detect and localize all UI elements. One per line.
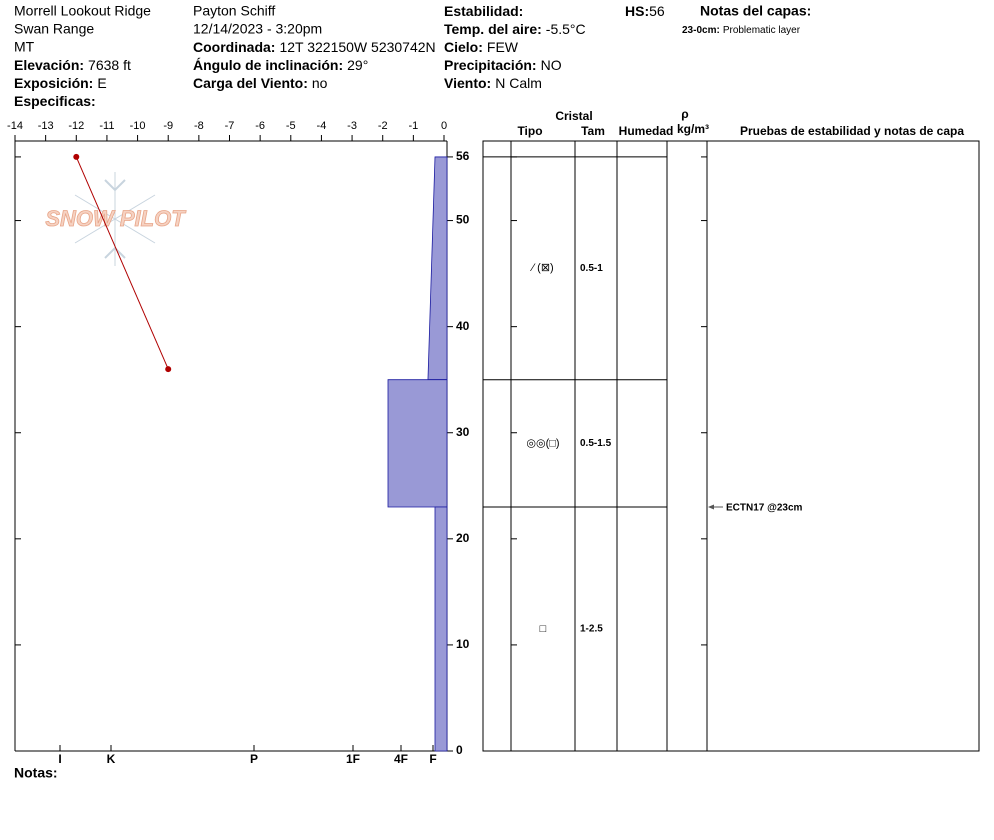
field-value: 7638 ft: [88, 57, 131, 73]
layer-notes-title: Notas del capas:: [700, 3, 811, 19]
table-frame: [482, 140, 980, 752]
field-label: Viento:: [444, 75, 491, 91]
state: MT: [14, 39, 35, 55]
field-label: Estabilidad:: [444, 3, 523, 19]
hardness-tick-label: I: [58, 752, 61, 766]
hardness-bar: [434, 506, 448, 752]
observer: Payton Schiff: [193, 3, 275, 19]
col-moisture: Humedad: [619, 124, 674, 138]
temperature-point: [165, 366, 172, 373]
y-tick-label: 56: [456, 149, 470, 163]
col-density: ρ: [681, 107, 688, 121]
header-field: Cielo: FEW: [444, 39, 519, 55]
x-tick-label: -9: [163, 120, 173, 132]
hardness-bar: [387, 379, 448, 508]
x-tick-label: -6: [255, 120, 265, 132]
grain-size: 0.5-1.5: [580, 438, 612, 449]
y-tick-label: 40: [456, 319, 470, 333]
hs: HS:56: [625, 3, 665, 19]
header-field: Precipitación: NO: [444, 57, 562, 73]
site: Morrell Lookout Ridge: [14, 3, 151, 19]
field-label: Especificas:: [14, 93, 96, 109]
header-field: Ángulo de inclinación: 29°: [193, 57, 368, 73]
hardness-tick-label: K: [107, 752, 116, 766]
hardness-tick-label: 4F: [394, 752, 408, 766]
range: Swan Range: [14, 21, 94, 37]
header-field: Especificas:: [14, 93, 96, 109]
grain-type: ⁄ (⊠): [529, 262, 553, 274]
x-tick-label: -8: [194, 120, 204, 132]
col-size: Tam: [581, 124, 605, 138]
layer-note-label: 23-0cm:: [682, 25, 720, 36]
x-tick-label: -4: [317, 120, 327, 132]
field-label: Coordinada:: [193, 39, 275, 55]
header-field: Exposición: E: [14, 75, 107, 91]
x-tick-label: 0: [441, 120, 447, 132]
col-crystal: Cristal: [555, 109, 592, 123]
field-label: Precipitación:: [444, 57, 537, 73]
col-tests: Pruebas de estabilidad y notas de capa: [740, 124, 964, 138]
test-arrowhead: [708, 504, 714, 510]
field-label: Cielo:: [444, 39, 483, 55]
x-tick-label: -5: [286, 120, 296, 132]
header-field: Estabilidad:: [444, 3, 523, 19]
field-value: NO: [541, 57, 562, 73]
field-value: no: [312, 75, 328, 91]
test-label: ECTN17 @23cm: [726, 503, 803, 514]
x-tick-label: -7: [225, 120, 235, 132]
col-type: Tipo: [517, 124, 542, 138]
x-tick-label: -11: [99, 120, 114, 132]
field-label: Exposición:: [14, 75, 93, 91]
datetime: 12/14/2023 - 3:20pm: [193, 21, 322, 37]
field-value: 12T 322150W 5230742N: [279, 39, 435, 55]
logo: [74, 172, 156, 266]
layer-note-text: Problematic layer: [723, 25, 801, 36]
grain-size: 1-2.5: [580, 624, 603, 635]
field-label: Temp. del aire:: [444, 21, 542, 37]
field-value: -5.5°C: [546, 21, 586, 37]
field-value: E: [97, 75, 106, 91]
y-tick-label: 20: [456, 531, 470, 545]
temperature-line: [75, 156, 169, 370]
hardness-tick-label: F: [429, 752, 436, 766]
hardness-tick-label: 1F: [346, 752, 360, 766]
grain-size: 0.5-1: [580, 263, 603, 274]
temperature-point: [73, 153, 80, 160]
field-value: FEW: [487, 39, 519, 55]
field-label: Ángulo de inclinación:: [193, 57, 343, 73]
layer-note: 23-0cm: Problematic layer: [682, 25, 801, 36]
grain-type: ◎◎(□): [526, 437, 559, 449]
logo-text: SNOW PILOT: [45, 206, 186, 231]
x-tick-label: -13: [38, 120, 54, 132]
header-field: Coordinada: 12T 322150W 5230742N: [193, 39, 436, 55]
hs-label: HS:: [625, 3, 649, 19]
hs-value: 56: [649, 3, 665, 19]
header-field: Carga del Viento: no: [193, 75, 328, 91]
notes-label: Notas:: [14, 765, 58, 781]
hardness-bar: [427, 156, 448, 381]
field-label: Elevación:: [14, 57, 84, 73]
x-tick-label: -12: [68, 120, 84, 132]
y-tick-label: 10: [456, 637, 470, 651]
y-tick-label: 50: [456, 213, 470, 227]
field-value: N Calm: [495, 75, 542, 91]
x-tick-label: -10: [130, 120, 146, 132]
x-tick-label: -3: [347, 120, 357, 132]
header-field: Elevación: 7638 ft: [14, 57, 131, 73]
hardness-tick-label: P: [250, 752, 258, 766]
field-value: 29°: [347, 57, 368, 73]
x-tick-label: -14: [7, 120, 23, 132]
y-tick-label: 30: [456, 425, 470, 439]
x-tick-label: -2: [378, 120, 388, 132]
header-field: Viento: N Calm: [444, 75, 542, 91]
field-label: Carga del Viento:: [193, 75, 308, 91]
header-field: Temp. del aire: -5.5°C: [444, 21, 586, 37]
x-tick-label: -1: [408, 120, 418, 132]
grain-type: □: [540, 623, 547, 635]
y-tick-label: 0: [456, 743, 463, 757]
col-density-unit: kg/m³: [677, 122, 709, 136]
